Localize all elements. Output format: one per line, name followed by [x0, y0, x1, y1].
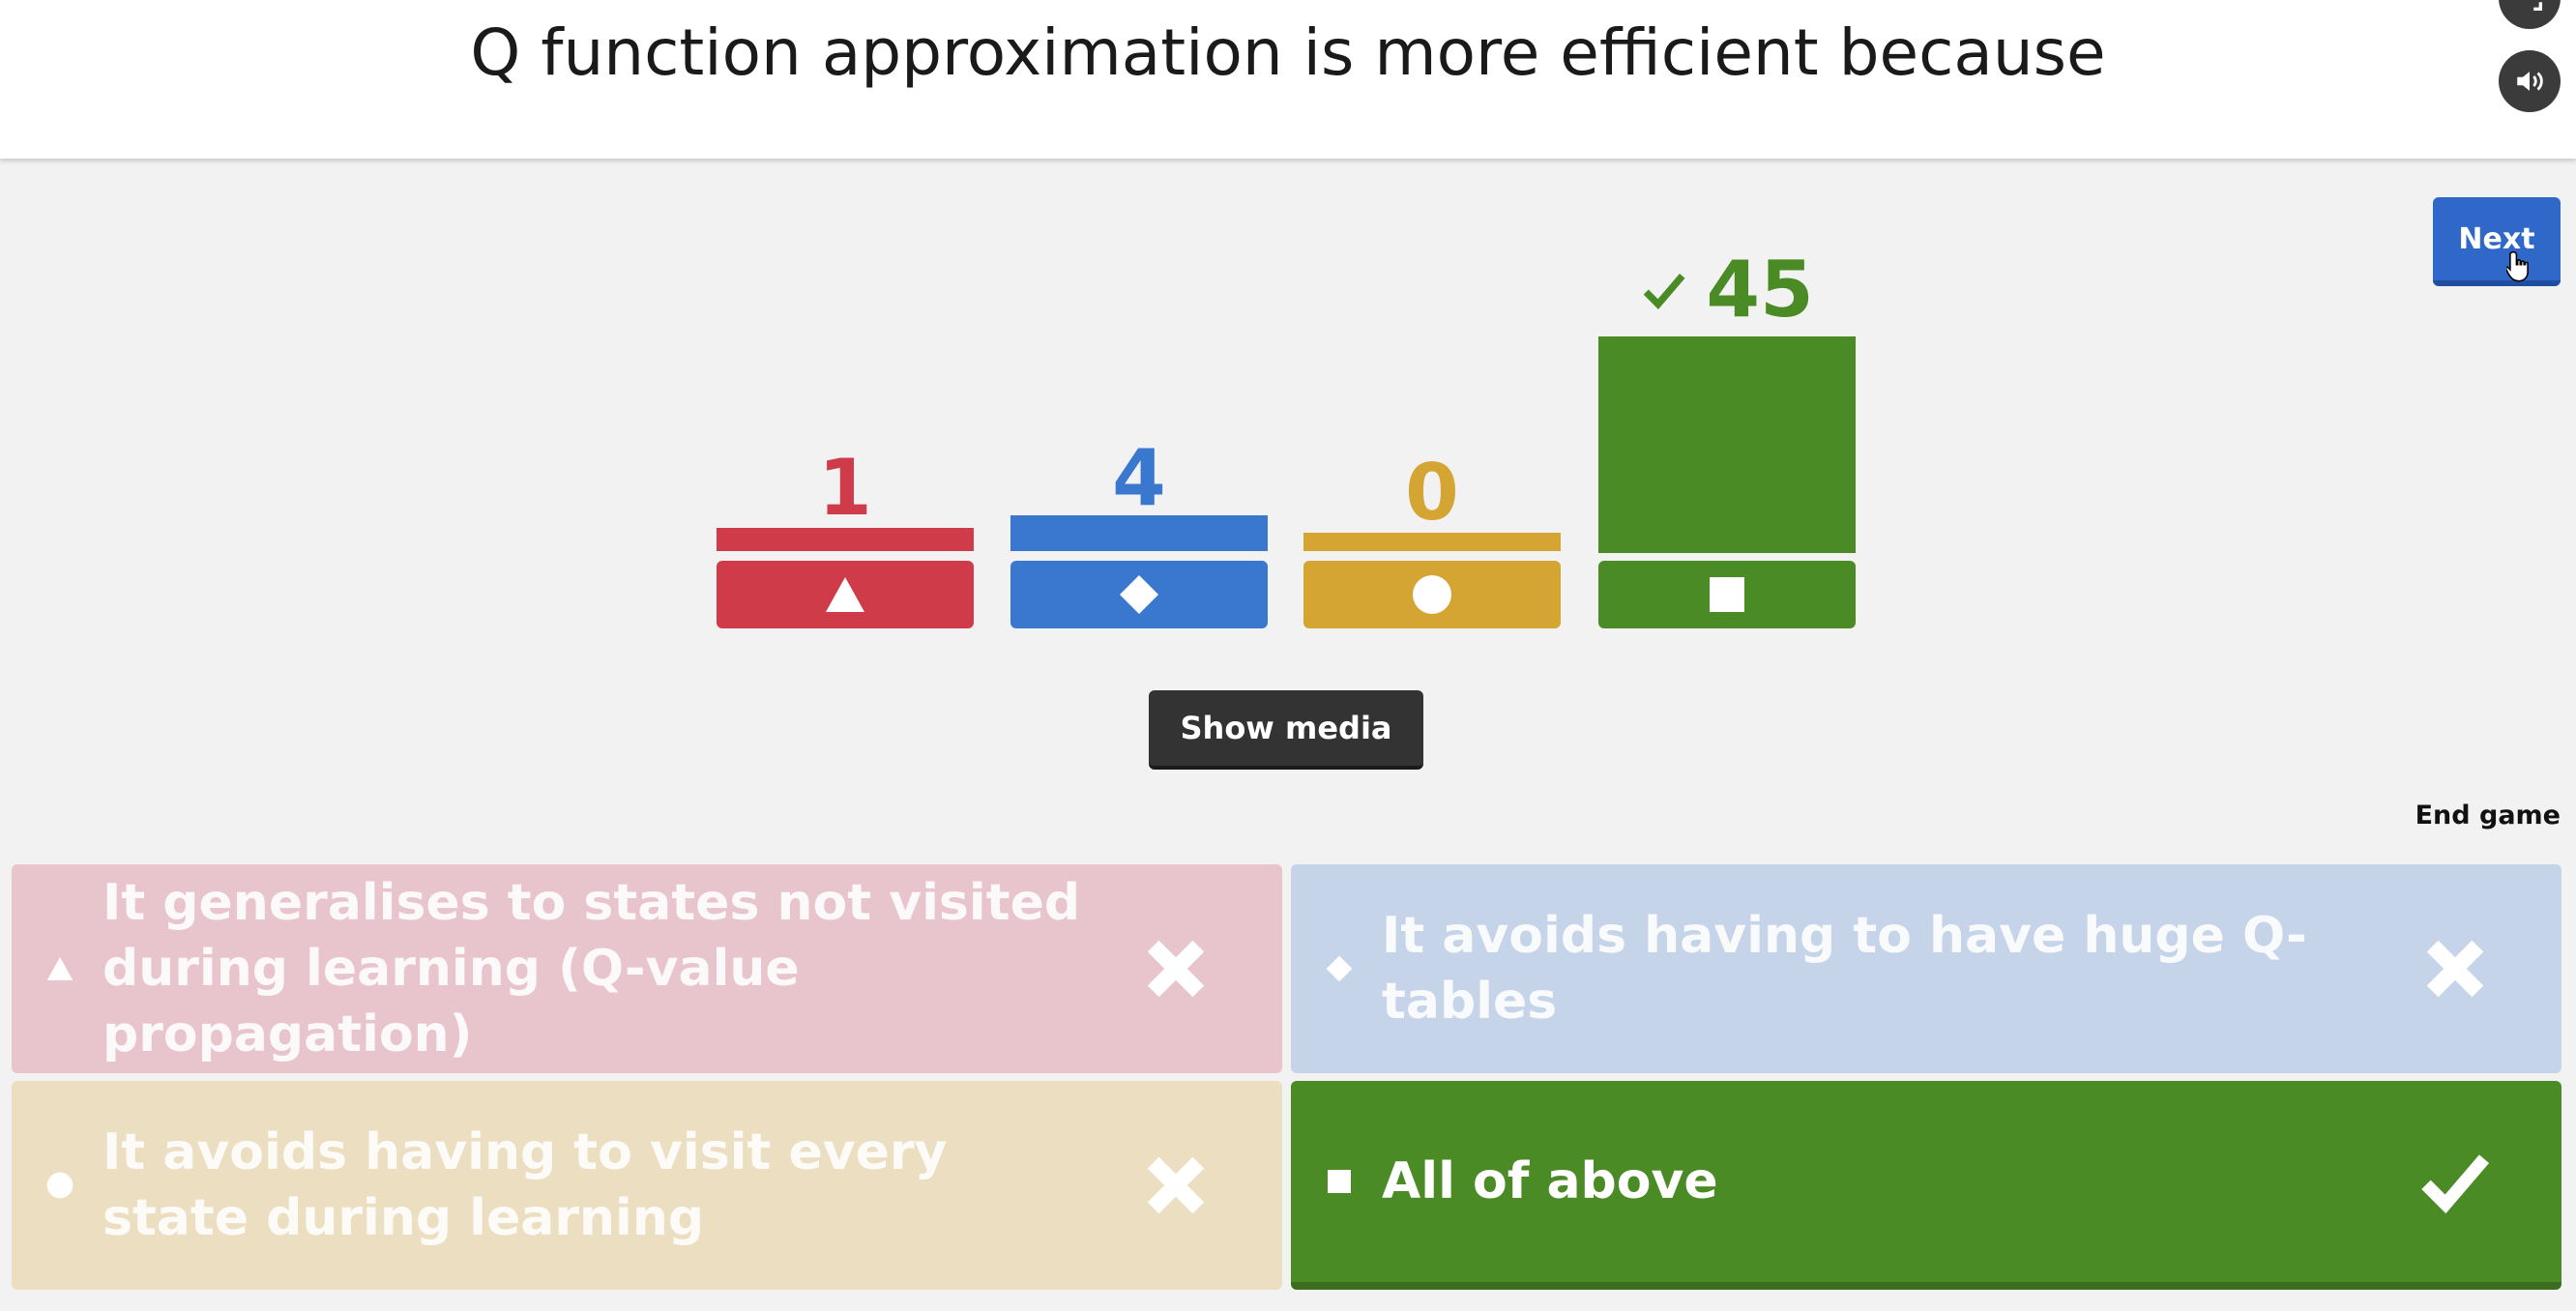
- end-game-button[interactable]: End game: [2415, 801, 2561, 830]
- result-shape-base: [1010, 561, 1268, 628]
- diamond-icon: [1120, 575, 1158, 614]
- answer-option-triangle: It generalises to states not visited dur…: [12, 864, 1282, 1073]
- result-shape-base: [1598, 561, 1856, 628]
- result-count: 45: [1598, 242, 1856, 338]
- result-count: 1: [818, 443, 872, 533]
- result-bar-fill: [1303, 533, 1561, 551]
- result-bar-fill: [1598, 336, 1856, 553]
- speaker-icon: [2517, 72, 2543, 91]
- result-shape-base: [717, 561, 974, 628]
- answer-option-diamond: It avoids having to have huge Q-tables: [1291, 864, 2561, 1073]
- result-bar-fill: [717, 528, 974, 551]
- fullscreen-icon: [2533, 2, 2543, 12]
- circle-icon: [46, 1172, 73, 1199]
- hand-cursor-icon: [2506, 250, 2529, 282]
- result-shape-base: [1303, 561, 1561, 628]
- cross-icon: [2426, 940, 2484, 998]
- result-bar-square: 45: [1598, 242, 1856, 628]
- answer-option-square: All of above: [1291, 1081, 2561, 1290]
- result-bar-fill: [1010, 515, 1268, 551]
- cross-icon: [1147, 1156, 1205, 1214]
- answer-option-circle: It avoids having to visit every state du…: [12, 1081, 1282, 1290]
- question-title: Q function approximation is more efficie…: [470, 15, 2106, 90]
- result-count-value: 45: [1706, 245, 1814, 335]
- square-icon: [1328, 1170, 1351, 1193]
- square-icon: [1710, 577, 1744, 612]
- checkmark-icon: [2421, 1154, 2490, 1214]
- result-bar-diamond: 4: [1010, 435, 1268, 628]
- sound-button[interactable]: [2499, 50, 2561, 112]
- checkmark-icon: [1644, 274, 1685, 309]
- next-button[interactable]: Next: [2433, 197, 2561, 286]
- answer-text: All of above: [1382, 1152, 1718, 1210]
- question-header: Q function approximation is more efficie…: [0, 0, 2576, 159]
- cross-icon: [1147, 940, 1205, 998]
- result-count: 0: [1405, 448, 1459, 538]
- answer-text: It avoids having to have huge Q-tables: [1382, 907, 2307, 1031]
- result-bar-triangle: 1: [717, 445, 974, 628]
- answer-text: It generalises to states not visited dur…: [102, 874, 1081, 1063]
- answer-text: It avoids having to visit every state du…: [102, 1123, 948, 1247]
- circle-icon: [1413, 575, 1451, 614]
- result-count: 4: [1112, 433, 1166, 523]
- triangle-icon: [46, 957, 73, 980]
- result-bar-circle: 0: [1303, 450, 1561, 628]
- show-media-button[interactable]: Show media: [1149, 690, 1423, 770]
- diamond-icon: [1326, 955, 1353, 982]
- triangle-icon: [826, 577, 864, 612]
